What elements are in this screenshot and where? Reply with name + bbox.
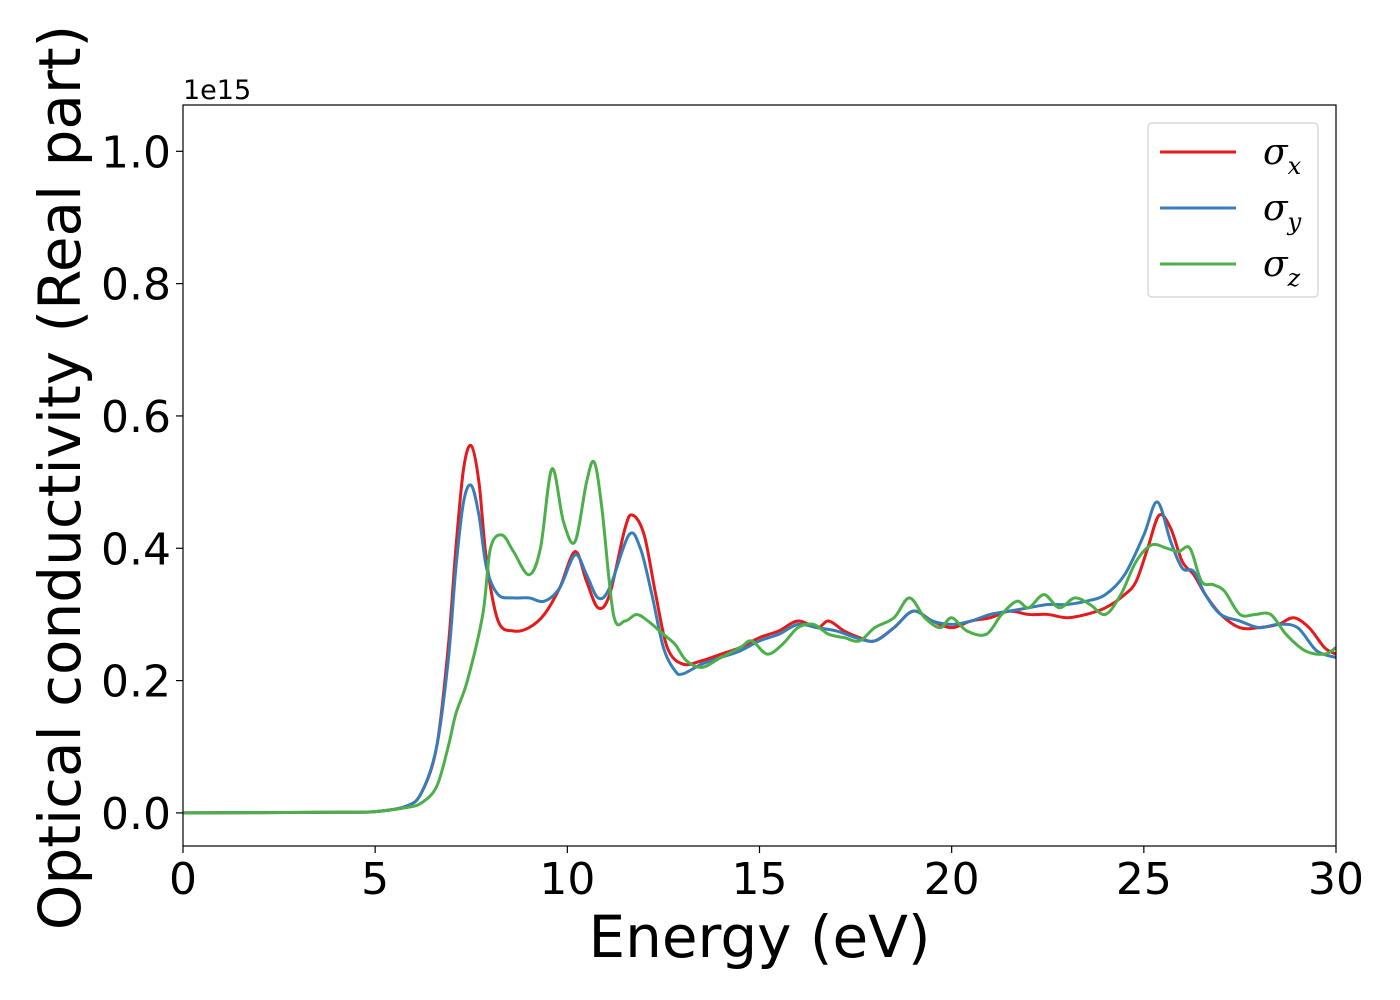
y-axis: 0.0 0.2 0.4 0.6 0.8 1.0: [101, 127, 183, 840]
series-line-y: [183, 483, 1336, 815]
x-axis-label: Energy (eV): [588, 903, 930, 971]
y-axis-label: Optical conductivity (Real part): [26, 25, 94, 930]
legend-box: [1147, 122, 1319, 298]
x-tick-label: 30: [1308, 854, 1364, 905]
x-tick-label: 5: [361, 854, 389, 905]
series-line-z: [183, 459, 1336, 815]
series-line-x: [183, 443, 1336, 815]
x-tick-label: 0: [169, 854, 197, 905]
y-tick-label: 0.0: [101, 789, 171, 840]
legend-subscript: y: [1287, 208, 1302, 236]
x-tick-label: 20: [924, 854, 980, 905]
y-offset-text: 1e15: [183, 75, 251, 106]
legend-subscript: x: [1288, 152, 1302, 180]
x-tick-label: 10: [539, 854, 595, 905]
y-tick-label: 0.2: [101, 657, 171, 708]
y-tick-label: 0.8: [101, 260, 171, 311]
y-tick-label: 1.0: [101, 127, 171, 178]
y-tick-label: 0.6: [101, 392, 171, 443]
x-tick-label: 25: [1116, 854, 1172, 905]
x-axis: 0 5 10 15 20 25 30: [169, 846, 1364, 905]
legend-subscript: z: [1287, 264, 1301, 292]
y-tick-label: 0.4: [101, 524, 171, 575]
x-tick-label: 15: [732, 854, 788, 905]
series-layer: [183, 443, 1336, 815]
